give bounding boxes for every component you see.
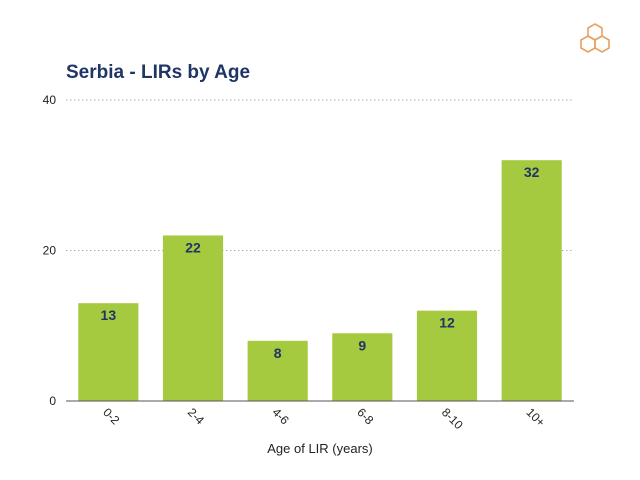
x-tick-label: 10+	[524, 405, 548, 429]
bar	[416, 310, 478, 401]
x-tick-label: 6-8	[354, 405, 376, 427]
bar	[247, 340, 308, 401]
y-tick-label: 20	[43, 244, 57, 258]
x-tick-label: 2-4	[185, 405, 207, 427]
x-tick-label: 4-6	[270, 405, 292, 427]
data-label: 8	[274, 345, 282, 361]
data-label: 22	[185, 239, 201, 255]
gridlines	[66, 99, 574, 251]
bar	[332, 333, 393, 401]
y-tick-label: 40	[43, 93, 57, 107]
hexagon-cluster-logo-icon	[580, 23, 610, 53]
bar	[162, 235, 224, 401]
data-label: 9	[358, 337, 366, 353]
x-tick-label: 8-10	[439, 405, 466, 432]
bar	[78, 303, 139, 401]
x-axis-ticks: 0-2 2-4 4-6 6-8 8-10 10+	[100, 405, 548, 432]
data-label: 13	[101, 307, 117, 323]
bar	[501, 160, 562, 401]
bars	[78, 160, 562, 401]
data-labels: 13 22 8 9 12 32	[101, 164, 540, 361]
y-axis-ticks: 0 20 40	[43, 93, 57, 408]
chart-title: Serbia - LIRs by Age	[66, 62, 251, 83]
data-label: 12	[439, 315, 455, 331]
x-tick-label: 0-2	[100, 405, 122, 427]
x-axis-title: Age of LIR (years)	[267, 441, 373, 456]
data-label: 32	[524, 164, 540, 180]
y-tick-label: 0	[49, 394, 56, 408]
